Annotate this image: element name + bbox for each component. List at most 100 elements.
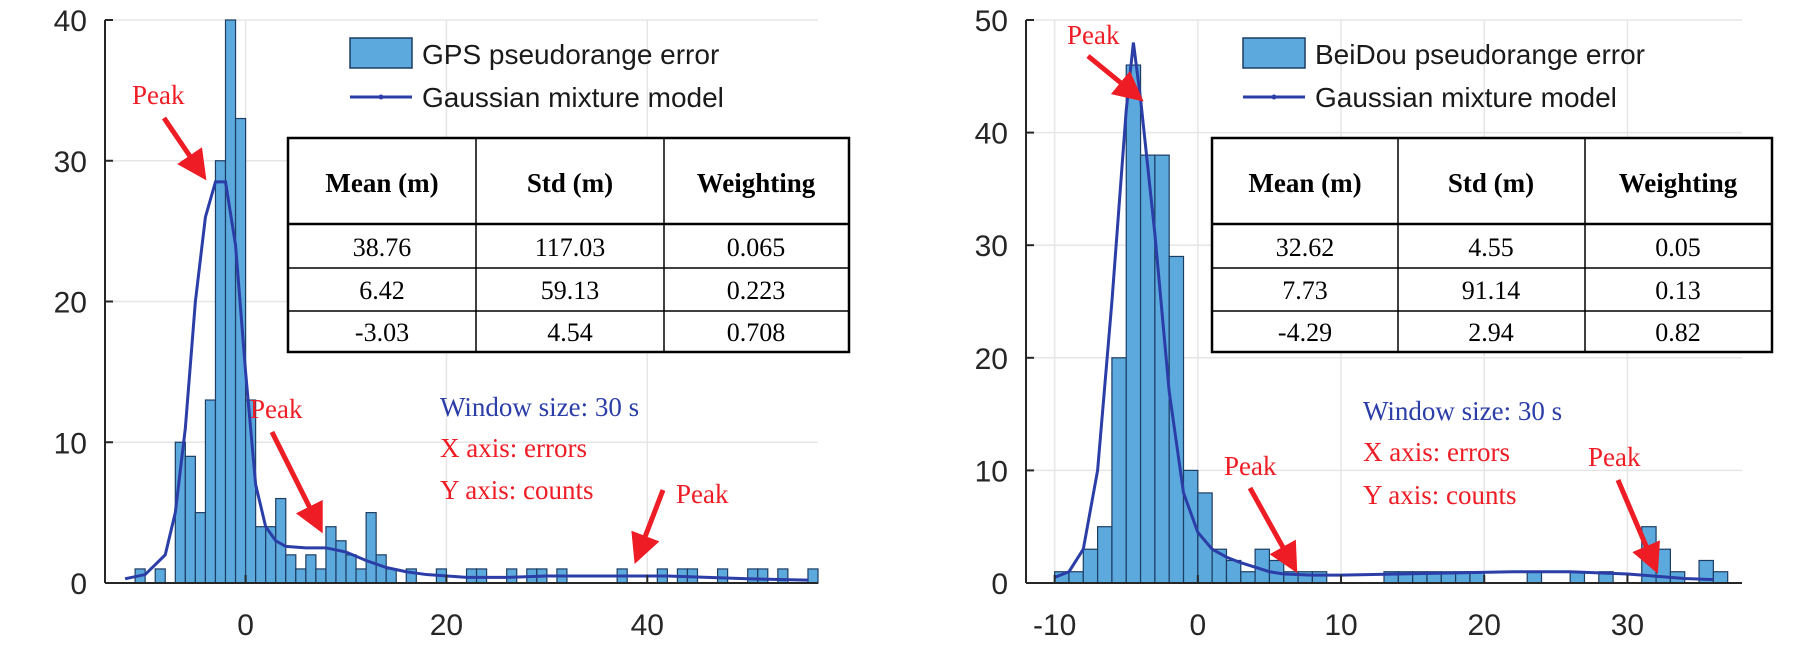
- histogram-bar: [1225, 559, 1242, 584]
- beidou-table-cell: -4.29: [1278, 318, 1332, 347]
- histogram-bar: [345, 554, 357, 584]
- histogram-bar: [807, 568, 819, 584]
- gps-x-tick-labels: 0 20 40: [237, 609, 664, 642]
- beidou-legend: BeiDou pseudorange error Gaussian mixtur…: [1242, 37, 1645, 113]
- histogram-bar: [315, 568, 327, 584]
- beidou-table-cell: 4.55: [1468, 233, 1514, 262]
- histogram-bar: [385, 568, 397, 584]
- x-tick-label: 30: [1611, 609, 1644, 642]
- beidou-peak-arrow: [1247, 486, 1298, 574]
- gps-table-cell: 6.42: [359, 276, 405, 305]
- histogram-bar: [325, 526, 337, 584]
- y-tick-label: 30: [54, 146, 87, 179]
- histogram-bar: [1125, 64, 1142, 584]
- beidou-table-cell: 0.05: [1655, 233, 1701, 262]
- histogram-bar: [1096, 526, 1113, 584]
- gps-peak-arrow: [161, 116, 207, 181]
- gps-legend-histogram-label: GPS pseudorange error: [422, 39, 719, 70]
- histogram-bar: [355, 568, 367, 584]
- histogram-bar: [305, 554, 317, 584]
- histogram-bar: [1197, 492, 1213, 584]
- histogram-bar: [214, 160, 227, 584]
- histogram-bar: [224, 19, 237, 584]
- chart-beidou: 0 10 20 30 40 50 -10 0 10 20 30 BeiDou pseudorang…: [975, 5, 1774, 642]
- y-tick-label: 0: [70, 568, 87, 601]
- beidou-window-size-note: Window size: 30 s: [1363, 396, 1562, 426]
- histogram-bar: [184, 455, 196, 584]
- y-tick-label: 50: [975, 5, 1008, 38]
- histogram-bar: [1168, 255, 1185, 584]
- beidou-peak-arrow: [1086, 54, 1144, 102]
- gps-peak-arrow: [631, 489, 666, 565]
- x-tick-label: 40: [631, 609, 664, 642]
- beidou-x-tick-labels: -10 0 10 20 30: [1033, 609, 1644, 642]
- y-tick-label: 40: [975, 118, 1008, 151]
- beidou-table-header-weighting: Weighting: [1619, 168, 1738, 198]
- histogram-bar: [335, 540, 347, 584]
- gps-table-cell: 0.708: [727, 318, 786, 347]
- x-tick-label: 20: [430, 609, 463, 642]
- histogram-bar: [365, 512, 377, 584]
- beidou-table-cell: 7.73: [1282, 276, 1328, 305]
- y-tick-label: 30: [975, 230, 1008, 263]
- gps-table-cell: 117.03: [535, 233, 606, 262]
- beidou-legend-curve-marker: [1271, 94, 1277, 100]
- histogram-bar: [1240, 571, 1256, 584]
- gps-axes: [104, 19, 818, 584]
- x-tick-label: 20: [1468, 609, 1501, 642]
- gps-legend: GPS pseudorange error Gaussian mixture m…: [349, 37, 724, 113]
- beidou-parameter-table: Mean (m) Std (m) Weighting 32.62 4.55 0.…: [1210, 136, 1774, 354]
- gps-table-cell: 59.13: [541, 276, 600, 305]
- gps-peak-label: Peak: [132, 80, 185, 110]
- x-tick-label: 10: [1324, 609, 1357, 642]
- histogram-bar: [194, 512, 207, 584]
- histogram-bar: [285, 554, 297, 584]
- x-tick-label: -10: [1033, 609, 1076, 642]
- beidou-gmm-curve: [1054, 42, 1714, 582]
- histogram-bar: [1712, 571, 1729, 584]
- gps-parameter-table: Mean (m) Std (m) Weighting 38.76 117.03 …: [286, 136, 851, 354]
- gps-table-cell: 38.76: [353, 233, 412, 262]
- y-tick-label: 20: [54, 287, 87, 320]
- gps-table-cell: 4.54: [547, 318, 593, 347]
- gps-peak-arrow: [269, 430, 323, 534]
- histogram-bar: [716, 568, 729, 584]
- beidou-legend-histogram-label: BeiDou pseudorange error: [1315, 39, 1645, 70]
- x-tick-label: 0: [1189, 609, 1206, 642]
- gps-window-size-note: Window size: 30 s: [440, 392, 639, 422]
- beidou-legend-bar-swatch: [1242, 37, 1306, 69]
- gps-legend-bar-swatch: [349, 37, 413, 69]
- beidou-table-header-std: Std (m): [1448, 168, 1534, 198]
- x-tick-label: 0: [237, 609, 254, 642]
- beidou-peak-label: Peak: [1588, 442, 1641, 472]
- gps-table-header-weighting: Weighting: [697, 168, 816, 198]
- histogram-bar: [1111, 357, 1127, 584]
- beidou-y-axis-note: Y axis: counts: [1363, 480, 1516, 510]
- gps-table-cell: -3.03: [355, 318, 409, 347]
- y-tick-label: 20: [975, 343, 1008, 376]
- beidou-table-cell: 91.14: [1462, 276, 1521, 305]
- histogram-bar: [1526, 571, 1543, 584]
- gps-legend-curve-label: Gaussian mixture model: [422, 82, 724, 113]
- histogram-bar: [1311, 571, 1328, 584]
- histogram-bar: [1082, 548, 1099, 584]
- gps-peak-label: Peak: [250, 394, 303, 424]
- y-tick-label: 10: [975, 455, 1008, 488]
- histogram-bar: [1254, 548, 1271, 584]
- beidou-peak-label: Peak: [1224, 451, 1277, 481]
- histogram-bar: [255, 526, 267, 584]
- gps-table-cell: 0.223: [727, 276, 786, 305]
- histogram-bar: [1068, 571, 1084, 584]
- histogram-bar: [204, 399, 217, 584]
- histogram-bar: [295, 568, 307, 584]
- beidou-legend-curve-label: Gaussian mixture model: [1315, 82, 1617, 113]
- beidou-table-header-mean: Mean (m): [1248, 168, 1361, 198]
- beidou-axes: [1025, 19, 1742, 584]
- beidou-x-axis-note: X axis: errors: [1363, 437, 1510, 467]
- y-tick-label: 10: [54, 427, 87, 460]
- beidou-table-cell: 2.94: [1468, 318, 1514, 347]
- gps-table-cell: 0.065: [727, 233, 786, 262]
- gps-table-header-std: Std (m): [527, 168, 613, 198]
- gps-legend-curve-marker: [378, 94, 384, 100]
